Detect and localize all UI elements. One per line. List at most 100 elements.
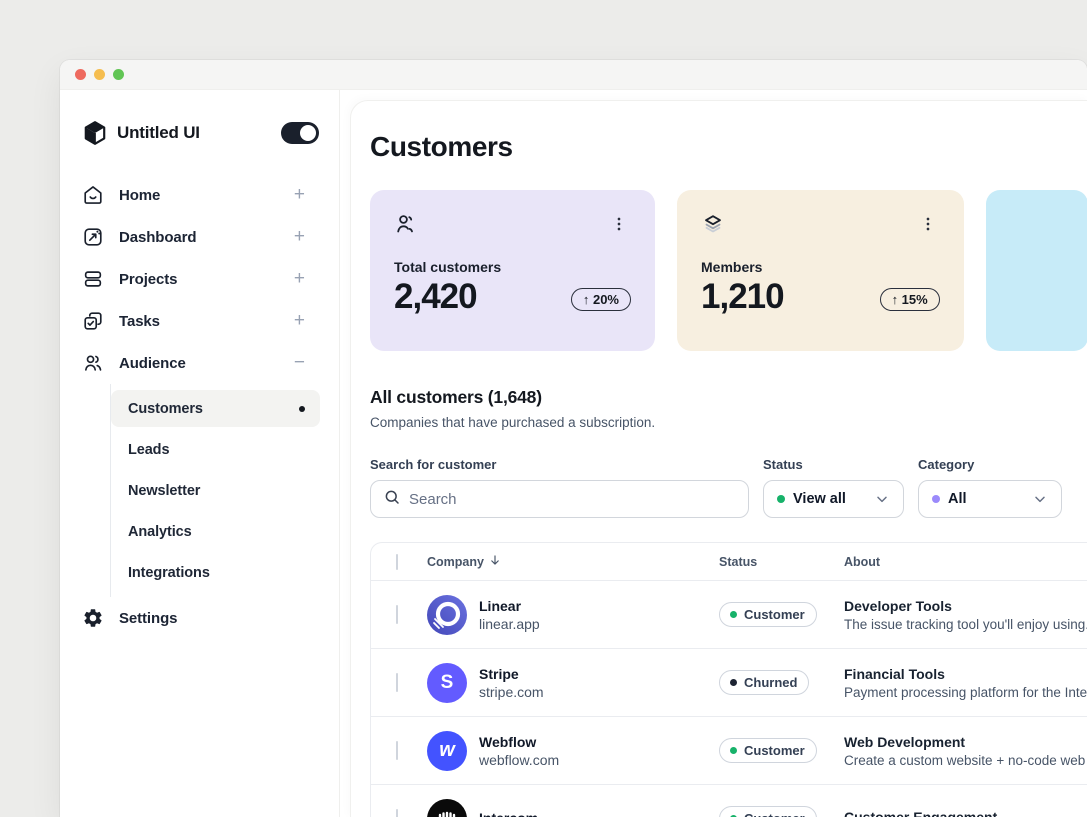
status-dot xyxy=(777,495,785,503)
intercom-logo xyxy=(427,798,467,817)
change-badge: ↑ 15% xyxy=(879,288,940,311)
company-domain: stripe.com xyxy=(479,683,544,700)
sidebar-subitem-label: Leads xyxy=(128,441,170,458)
table-row-linear[interactable]: Linear linear.app Customer Developer Too… xyxy=(371,580,1087,648)
main-area: Customers xyxy=(340,90,1087,817)
company-name: Intercom xyxy=(479,810,538,817)
status-dot xyxy=(730,747,737,754)
untitled-ui-cube-logo-icon xyxy=(82,120,108,146)
projects-icon xyxy=(82,268,104,290)
status-dot xyxy=(730,679,737,686)
table-row-intercom[interactable]: Intercom Customer Customer Engagement xyxy=(371,784,1087,817)
row-checkbox[interactable] xyxy=(396,740,398,760)
stripe-logo: S xyxy=(427,662,467,703)
filters-row: Search for customer xyxy=(370,457,1087,518)
change-badge: ↑ 20% xyxy=(570,288,631,311)
company-domain: linear.app xyxy=(479,615,540,632)
stat-label: Members xyxy=(701,259,763,275)
table-row-webflow[interactable]: w Webflow webflow.com Customer xyxy=(371,716,1087,784)
category-select[interactable]: All xyxy=(918,480,1062,518)
category-selected-value: All xyxy=(948,491,967,507)
sidebar-item-tasks[interactable]: Tasks + xyxy=(82,300,319,342)
toggle-knob xyxy=(300,125,316,141)
logo-row: Untitled UI xyxy=(82,120,319,146)
sidebar-item-dashboard[interactable]: Dashboard + xyxy=(82,216,319,258)
layers-icon xyxy=(701,212,725,236)
chevron-down-icon xyxy=(1032,491,1048,507)
status-select[interactable]: View all xyxy=(763,480,904,518)
collapse-minus-icon[interactable]: − xyxy=(293,352,305,373)
customers-table: Company Status About xyxy=(370,542,1087,817)
row-checkbox[interactable] xyxy=(396,604,398,624)
window-titlebar xyxy=(60,60,1087,90)
minimize-window-button[interactable] xyxy=(94,69,105,80)
app-window: Untitled UI Home + xyxy=(60,60,1087,817)
company-name: Linear xyxy=(479,597,522,614)
sidebar-item-projects[interactable]: Projects + xyxy=(82,258,319,300)
status-badge: Churned xyxy=(719,670,810,695)
card-menu-button[interactable] xyxy=(916,212,940,236)
maximize-window-button[interactable] xyxy=(113,69,124,80)
sort-arrow-down-icon xyxy=(488,553,502,570)
stat-value: 1,210 xyxy=(701,277,785,316)
stat-card-partial xyxy=(985,190,1087,351)
active-indicator-dot xyxy=(299,405,305,412)
theme-toggle[interactable] xyxy=(281,122,319,144)
row-checkbox[interactable] xyxy=(396,672,398,692)
status-dot xyxy=(730,611,737,618)
about-description: The issue tracking tool you'll enjoy usi… xyxy=(844,616,1087,632)
page-title: Customers xyxy=(370,131,513,162)
sidebar-subitem-customers[interactable]: Customers xyxy=(111,390,320,427)
sidebar-subitem-leads[interactable]: Leads xyxy=(111,429,320,470)
sidebar-nav: Home + Dashboard + xyxy=(82,174,320,639)
column-header-company[interactable]: Company xyxy=(427,553,719,570)
section-heading: All customers (1,648) xyxy=(370,387,542,407)
category-filter-group: Category All xyxy=(918,457,1062,518)
search-box[interactable] xyxy=(370,480,749,518)
expand-plus-icon[interactable]: + xyxy=(293,268,305,289)
close-window-button[interactable] xyxy=(75,69,86,80)
search-input[interactable] xyxy=(409,490,736,508)
dashboard-icon xyxy=(82,226,104,248)
sidebar-item-label: Projects xyxy=(119,270,178,288)
stat-label: Total customers xyxy=(394,259,502,275)
about-category: Financial Tools xyxy=(844,665,945,682)
audience-submenu: Customers Leads Newsletter Analytics xyxy=(110,384,320,597)
sidebar-subitem-analytics[interactable]: Analytics xyxy=(111,511,320,552)
row-checkbox[interactable] xyxy=(396,808,398,817)
column-header-about[interactable]: About xyxy=(844,554,881,569)
expand-plus-icon[interactable]: + xyxy=(293,310,305,331)
sidebar-item-label: Home xyxy=(119,186,161,204)
sidebar-item-audience[interactable]: Audience − xyxy=(82,342,319,384)
sidebar-subitem-newsletter[interactable]: Newsletter xyxy=(111,470,320,511)
search-group: Search for customer xyxy=(370,457,749,518)
table-row-stripe[interactable]: S Stripe stripe.com Churned xyxy=(371,648,1087,716)
search-icon xyxy=(383,488,401,511)
about-description: Create a custom website + no-code web xyxy=(844,752,1086,768)
sidebar-item-label: Audience xyxy=(119,354,186,372)
sidebar-subitem-label: Integrations xyxy=(128,564,210,581)
column-header-status[interactable]: Status xyxy=(719,554,758,569)
company-name: Stripe xyxy=(479,665,519,682)
sidebar-item-home[interactable]: Home + xyxy=(82,174,319,216)
app-title: Untitled UI xyxy=(117,123,200,142)
select-all-checkbox[interactable] xyxy=(396,553,398,570)
status-dot xyxy=(730,815,737,817)
home-icon xyxy=(82,184,104,206)
search-label: Search for customer xyxy=(370,457,497,472)
settings-gear-icon xyxy=(82,607,104,629)
stat-cards-row: Total customers 2,420 ↑ 20% xyxy=(370,190,1087,351)
sidebar-subitem-label: Customers xyxy=(128,400,203,417)
linear-logo xyxy=(427,594,467,635)
sidebar-item-settings[interactable]: Settings xyxy=(82,597,319,639)
expand-plus-icon[interactable]: + xyxy=(293,226,305,247)
expand-plus-icon[interactable]: + xyxy=(293,184,305,205)
sidebar-item-label: Dashboard xyxy=(119,228,197,246)
card-menu-button[interactable] xyxy=(607,212,631,236)
sidebar-item-label: Tasks xyxy=(119,312,160,330)
audience-icon xyxy=(82,352,104,374)
sidebar-subitem-integrations[interactable]: Integrations xyxy=(111,552,320,593)
stat-value: 2,420 xyxy=(394,277,478,316)
company-name: Webflow xyxy=(479,733,537,750)
